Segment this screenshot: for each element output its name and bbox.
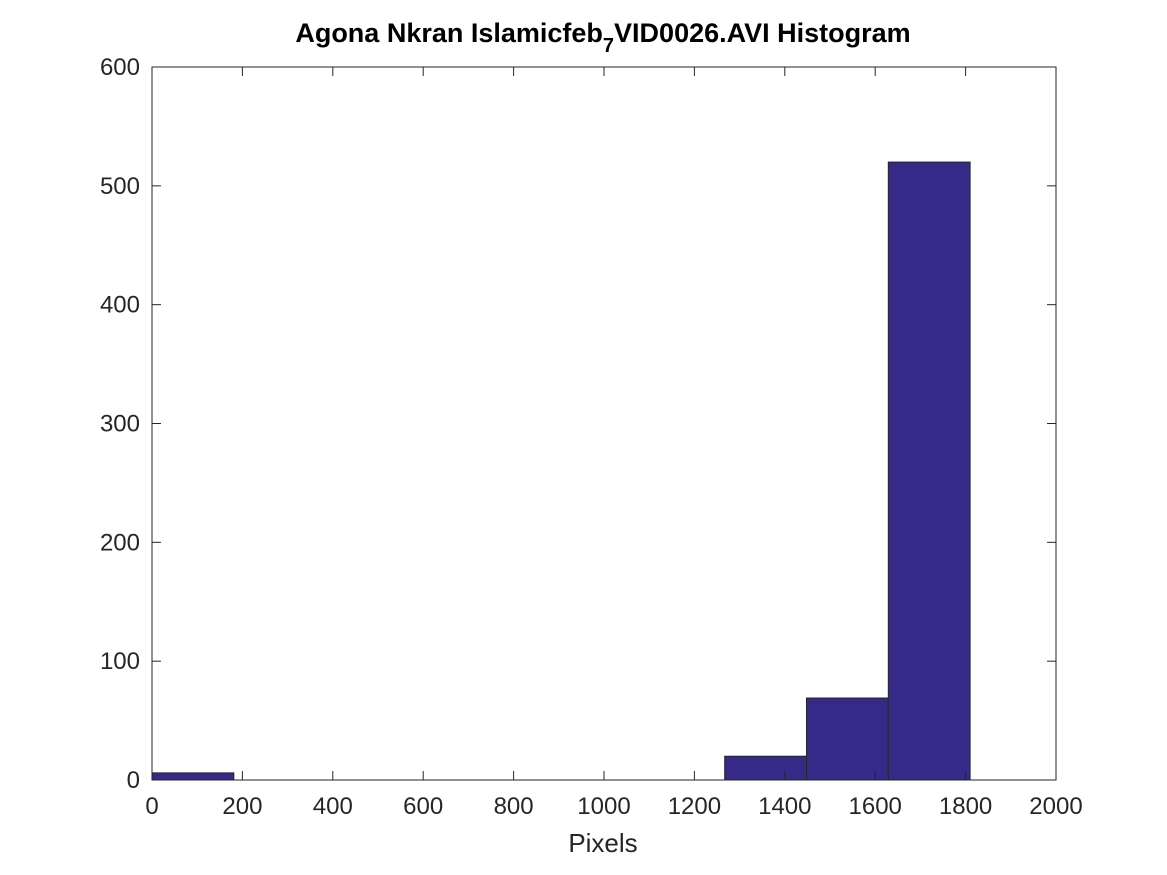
histogram-bar-9 — [887, 161, 971, 781]
y-tick-label-3: 300 — [100, 411, 140, 438]
x-tick-label-8: 1600 — [849, 793, 902, 820]
y-tick-label-5: 500 — [100, 173, 140, 200]
x-tick-label-10: 2000 — [1029, 793, 1082, 820]
y-tick-labels: 0 100 200 300 400 500 600 — [100, 54, 140, 794]
chart-title-main: Agona Nkran Islamicfeb — [295, 18, 603, 48]
x-tick-label-1: 200 — [222, 793, 262, 820]
x-tick-label-7: 1400 — [758, 793, 811, 820]
ticks-layer — [151, 66, 1057, 781]
x-tick-label-0: 0 — [145, 793, 158, 820]
x-tick-label-6: 1200 — [668, 793, 721, 820]
y-tick-label-4: 400 — [100, 292, 140, 319]
y-tick-label-1: 100 — [100, 648, 140, 675]
x-tick-label-9: 1800 — [939, 793, 992, 820]
chart-title-subscript: 7 — [603, 35, 614, 57]
x-tick-label-2: 400 — [313, 793, 353, 820]
y-tick-label-0: 0 — [127, 767, 140, 794]
x-axis-label: Pixels — [568, 828, 637, 858]
histogram-bar-7 — [724, 755, 807, 781]
histogram-bar-8 — [805, 697, 889, 781]
histogram-bar-0 — [151, 772, 235, 781]
x-tick-labels: 0 200 400 600 800 1000 1200 1400 1600 1800 2000 — [145, 793, 1082, 820]
bars-layer — [151, 161, 971, 781]
chart-title-rest: VID0026.AVI Histogram — [614, 18, 911, 48]
x-tick-label-3: 600 — [403, 793, 443, 820]
y-tick-label-6: 600 — [100, 54, 140, 81]
y-tick-label-2: 200 — [100, 529, 140, 556]
x-tick-label-4: 800 — [494, 793, 534, 820]
x-tick-label-5: 1000 — [577, 793, 630, 820]
chart-title: Agona Nkran Islamicfeb7VID0026.AVI Histo… — [295, 18, 910, 57]
